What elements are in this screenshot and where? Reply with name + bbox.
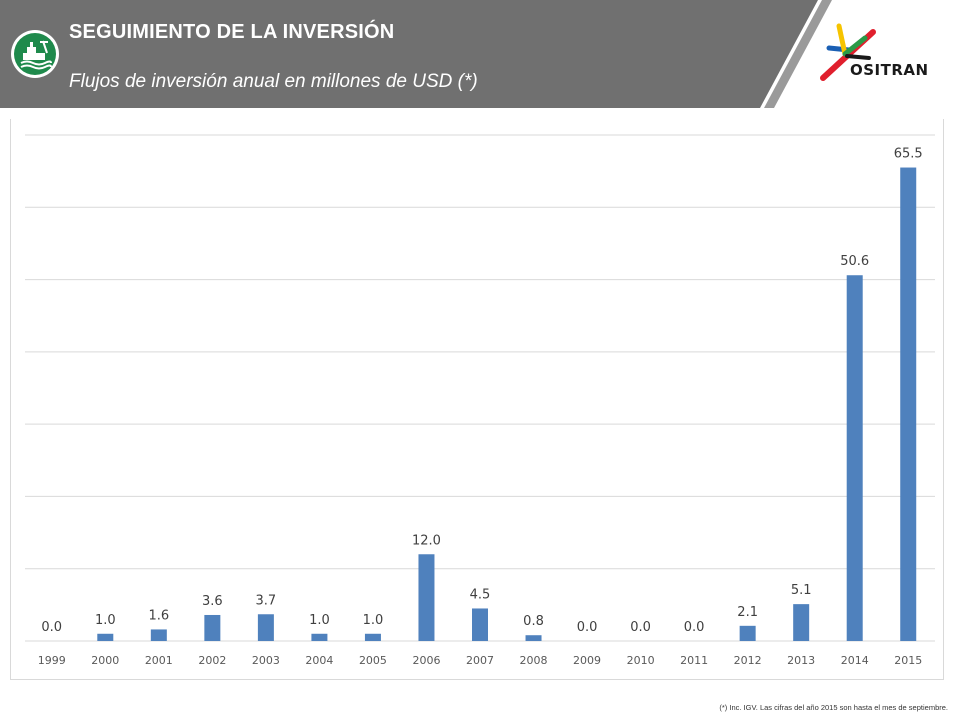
- data-label-2006: 12.0: [412, 533, 441, 548]
- bar-2004: [311, 633, 328, 641]
- bar-2014: [846, 275, 863, 641]
- page-title: SEGUIMIENTO DE LA INVERSIÓN: [69, 21, 395, 43]
- data-label-2011: 0.0: [684, 620, 705, 635]
- data-label-2008: 0.8: [523, 614, 544, 629]
- bar-2007: [472, 608, 488, 641]
- x-tick-label-2013: 2013: [787, 654, 815, 667]
- header-band: SEGUIMIENTO DE LA INVERSIÓN Flujos de in…: [0, 0, 960, 108]
- data-label-2014: 50.6: [840, 254, 869, 269]
- header-background: [0, 0, 832, 108]
- data-label-2000: 1.0: [95, 613, 116, 628]
- x-tick-label-2005: 2005: [359, 654, 387, 667]
- x-tick-label-1999: 1999: [38, 654, 66, 667]
- x-tick-label-2015: 2015: [894, 654, 922, 667]
- bar-2002: [204, 614, 221, 641]
- x-tick-label-2000: 2000: [91, 654, 119, 667]
- ositran-logo-text: OSITRAN: [850, 61, 929, 79]
- ositran-logo-icon: [815, 18, 930, 90]
- footnote: (*) Inc. IGV. Las cifras del año 2015 so…: [719, 703, 948, 712]
- x-tick-label-2006: 2006: [412, 654, 440, 667]
- data-label-2005: 1.0: [363, 613, 384, 628]
- data-label-2003: 3.7: [256, 593, 277, 608]
- page-subtitle: Flujos de inversión anual en millones de…: [69, 71, 478, 92]
- x-tick-label-2002: 2002: [198, 654, 226, 667]
- x-tick-label-2007: 2007: [466, 654, 494, 667]
- x-tick-label-2012: 2012: [734, 654, 762, 667]
- bar-2000: [97, 633, 114, 641]
- data-label-2013: 5.1: [791, 583, 812, 598]
- data-label-2004: 1.0: [309, 613, 330, 628]
- bar-2008: [525, 635, 542, 641]
- data-label-2009: 0.0: [577, 620, 598, 635]
- data-label-2012: 2.1: [737, 605, 758, 620]
- x-tick-label-2014: 2014: [841, 654, 869, 667]
- bar-2003: [257, 614, 274, 641]
- x-tick-label-2008: 2008: [520, 654, 548, 667]
- data-label-2007: 4.5: [470, 587, 491, 602]
- x-tick-label-2009: 2009: [573, 654, 601, 667]
- bar-2006: [418, 554, 435, 641]
- data-label-1999: 0.0: [41, 620, 62, 635]
- x-tick-label-2001: 2001: [145, 654, 173, 667]
- x-tick-label-2010: 2010: [627, 654, 655, 667]
- bar-2001: [150, 629, 167, 641]
- bar-2012: [739, 625, 756, 641]
- data-label-2010: 0.0: [630, 620, 651, 635]
- data-label-2002: 3.6: [202, 594, 223, 609]
- x-tick-label-2011: 2011: [680, 654, 708, 667]
- port-logo-icon: [10, 29, 60, 79]
- bar-2005: [364, 633, 381, 641]
- x-tick-label-2003: 2003: [252, 654, 280, 667]
- chart-container: 0.0 1999 1.0 2000 1.6 2001 3.6 2002 3.7 2003 1.0 20…: [10, 119, 944, 680]
- bar-chart: 0.0 1999 1.0 2000 1.6 2001 3.6 2002 3.7 2003 1.0 20…: [25, 134, 935, 667]
- bar-2015: [900, 167, 917, 641]
- x-tick-label-2004: 2004: [305, 654, 333, 667]
- bar-2013: [793, 604, 810, 641]
- data-label-2001: 1.6: [148, 608, 169, 623]
- data-label-2015: 65.5: [894, 147, 923, 162]
